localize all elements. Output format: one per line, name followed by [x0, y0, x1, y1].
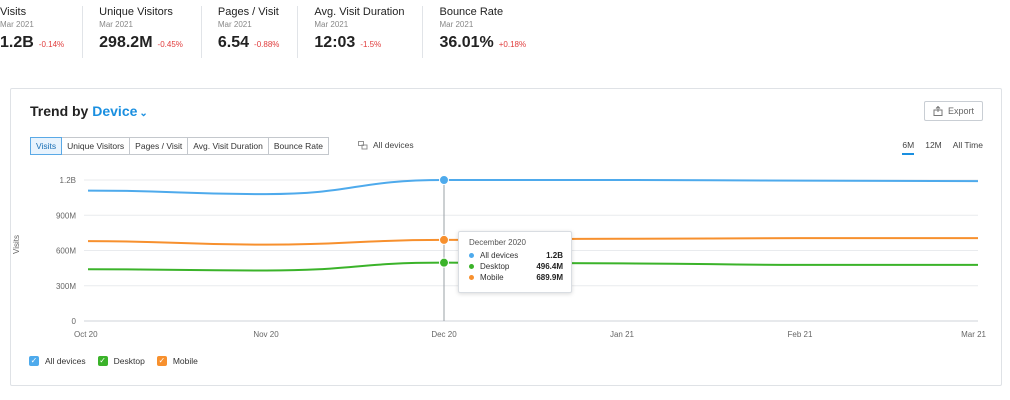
legend-label: Mobile	[172, 356, 198, 366]
kpi-title: Unique Visitors	[99, 6, 173, 18]
kpi-strip: Visits Mar 2021 1.2B -0.14% Unique Visito…	[0, 6, 560, 64]
device-filter[interactable]: All devices	[358, 140, 414, 150]
tooltip-row-desktop: Desktop 496.4M	[469, 261, 563, 272]
y-axis-label: Visits	[12, 235, 21, 254]
tooltip-row-mobile: Mobile 689.9M	[469, 272, 563, 283]
kpi-title: Visits	[0, 6, 27, 18]
hover-tooltip: December 2020 All devices 1.2B Desktop 496…	[458, 231, 572, 293]
kpi-value: 1.2B	[0, 34, 34, 51]
tooltip-series-value: 496.4M	[536, 262, 563, 271]
tooltip-row-all-devices: All devices 1.2B	[469, 250, 563, 261]
tooltip-dot	[469, 264, 474, 269]
legend-label: Desktop	[113, 356, 145, 366]
tab-unique-visitors[interactable]: Unique Visitors	[62, 137, 131, 155]
kpi-delta: -0.45%	[157, 40, 183, 49]
metric-tabs: Visits Unique Visitors Pages / Visit Avg…	[30, 137, 330, 155]
kpi-period: Mar 2021	[314, 20, 349, 29]
kpi-pages-per-visit: Pages / Visit Mar 2021 6.54 -0.88%	[218, 6, 299, 58]
range-all-time[interactable]: All Time	[952, 140, 983, 150]
kpi-period: Mar 2021	[217, 20, 252, 29]
kpi-period: Mar 2021	[99, 20, 133, 29]
tooltip-series-value: 1.2B	[546, 251, 563, 260]
tooltip-dot	[469, 275, 474, 280]
tooltip-title: December 2020	[469, 238, 526, 247]
kpi-unique-visitors: Unique Visitors Mar 2021 298.2M -0.45%	[99, 6, 202, 58]
kpi-value: 298.2M	[99, 34, 153, 51]
kpi-title: Pages / Visit	[217, 6, 279, 18]
tooltip-series-name: All devices	[480, 251, 519, 260]
kpi-value: 36.01%	[439, 34, 494, 51]
time-range: 6M 12M All Time	[891, 140, 983, 155]
checkbox-checked-icon: ✓	[156, 356, 167, 366]
tooltip-series-name: Desktop	[480, 262, 510, 271]
kpi-avg-visit-duration: Avg. Visit Duration Mar 2021 12:03 -1.5%	[314, 6, 424, 58]
chevron-down-icon: ⌄	[139, 108, 148, 119]
device-dimension-dropdown[interactable]: Device ⌄	[92, 103, 148, 119]
kpi-title: Bounce Rate	[439, 6, 504, 18]
kpi-delta: -0.14%	[38, 40, 65, 49]
kpi-period: Mar 2021	[439, 20, 474, 29]
kpi-delta: -1.5%	[360, 40, 382, 49]
kpi-title: Avg. Visit Duration	[314, 6, 405, 18]
card-title: Trend by Device ⌄	[30, 103, 148, 119]
tooltip-series-value: 689.9M	[536, 273, 563, 282]
range-6m[interactable]: 6M	[902, 140, 915, 155]
legend-mobile[interactable]: ✓ Mobile	[156, 356, 198, 366]
device-filter-label: All devices	[373, 140, 414, 150]
kpi-bounce-rate: Bounce Rate Mar 2021 36.01% +0.18%	[439, 6, 544, 58]
kpi-value: 6.54	[217, 34, 250, 51]
export-label: Export	[947, 106, 974, 116]
legend-all-devices[interactable]: ✓ All devices	[29, 356, 86, 366]
kpi-delta: -0.88%	[254, 40, 280, 49]
compare-icon	[358, 140, 368, 149]
legend-desktop[interactable]: ✓ Desktop	[97, 356, 145, 366]
checkbox-checked-icon: ✓	[97, 356, 108, 366]
kpi-period: Mar 2021	[0, 20, 34, 29]
kpi-visits: Visits Mar 2021 1.2B -0.14%	[0, 6, 84, 58]
checkbox-checked-icon: ✓	[29, 356, 39, 366]
export-button[interactable]: Export	[923, 101, 983, 121]
tooltip-series-name: Mobile	[480, 273, 504, 282]
tab-visits[interactable]: Visits	[30, 137, 63, 155]
kpi-value: 12:03	[314, 34, 356, 51]
range-12m[interactable]: 12M	[925, 140, 942, 150]
chart-legend: ✓ All devices ✓ Desktop ✓ Mobile	[29, 356, 210, 366]
legend-label: All devices	[45, 356, 86, 366]
kpi-delta: +0.18%	[498, 40, 527, 49]
export-icon	[933, 106, 943, 116]
device-dimension-label: Device	[92, 103, 138, 119]
card-title-prefix: Trend by	[30, 103, 89, 119]
tab-bounce-rate[interactable]: Bounce Rate	[268, 137, 330, 155]
tab-pages-per-visit[interactable]: Pages / Visit	[130, 137, 189, 155]
tooltip-dot	[469, 253, 474, 258]
tab-avg-visit-duration[interactable]: Avg. Visit Duration	[188, 137, 269, 155]
